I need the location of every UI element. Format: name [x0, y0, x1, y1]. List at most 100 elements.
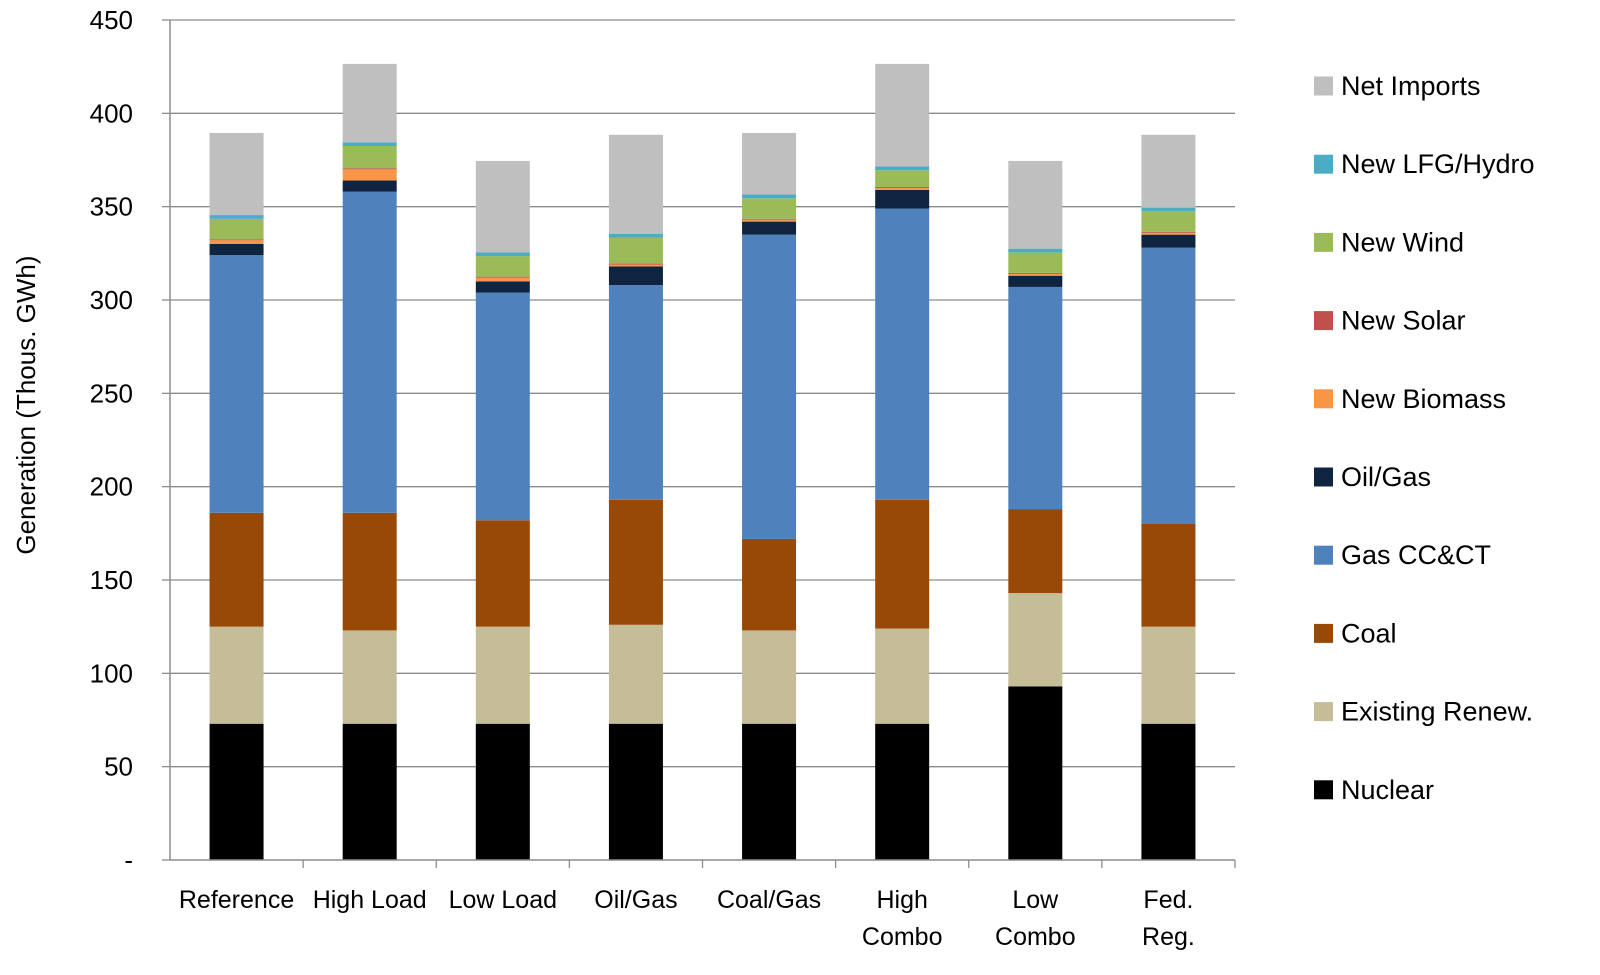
bar-segment-gas-cc-ct — [742, 234, 797, 539]
y-tick-label: 350 — [90, 192, 133, 222]
bar-segment-new-solar — [342, 168, 397, 170]
bar-segment-existing-renew — [475, 626, 530, 724]
bar-segment-net-imports — [608, 134, 663, 234]
bar-segment-existing-renew — [342, 630, 397, 724]
y-tick-label: - — [124, 845, 133, 875]
bar-segment-new-wind — [875, 170, 930, 188]
bar-segment-new-solar — [608, 263, 663, 265]
y-tick-label: 400 — [90, 98, 133, 128]
bar-segment-new-wind — [1141, 211, 1196, 232]
bar-segment-new-lfg-hydro — [742, 194, 797, 199]
legend-label: Existing Renew. — [1341, 697, 1533, 727]
legend-label: Nuclear — [1341, 775, 1434, 805]
bar-segment-new-solar — [875, 187, 930, 188]
bar-segment-existing-renew — [209, 626, 264, 724]
legend-label: Oil/Gas — [1341, 462, 1431, 492]
x-tick-label: Fed. — [1143, 886, 1193, 914]
bar-segment-new-lfg-hydro — [608, 233, 663, 238]
bar-segment-existing-renew — [742, 630, 797, 724]
bar-segment-new-lfg-hydro — [209, 215, 264, 219]
bar-segment-coal — [342, 512, 397, 631]
y-tick-label: 200 — [90, 472, 133, 502]
bar-segment-new-wind — [742, 198, 797, 219]
legend-label: New Wind — [1341, 227, 1464, 257]
x-tick-label: Combo — [862, 923, 943, 951]
bar-segment-oil-gas — [1008, 275, 1063, 287]
gridlines — [170, 19, 1235, 768]
bar-segment-oil-gas — [342, 180, 397, 192]
bar-segment-new-wind — [608, 237, 663, 264]
bars — [209, 63, 1196, 860]
bar-segment-nuclear — [742, 723, 797, 860]
bar-segment-nuclear — [475, 723, 530, 860]
y-tick-label: 300 — [90, 285, 133, 315]
bar-segment-coal — [742, 538, 797, 631]
bar-segment-oil-gas — [475, 281, 530, 293]
bar-segment-oil-gas — [209, 244, 264, 256]
bar-segment-new-solar — [1141, 231, 1196, 233]
bar-segment-coal — [475, 520, 530, 627]
legend-swatch — [1314, 311, 1333, 331]
legend-label: New Biomass — [1341, 384, 1506, 414]
bar-segment-new-wind — [1008, 252, 1063, 273]
bar-segment-new-biomass — [1141, 232, 1196, 235]
bar-segment-nuclear — [608, 723, 663, 860]
bar-segment-coal — [1008, 509, 1063, 594]
y-tick-label: 250 — [90, 378, 133, 408]
bar-segment-net-imports — [875, 63, 930, 167]
bar-segment-new-lfg-hydro — [1141, 207, 1196, 212]
bar-segment-nuclear — [1141, 723, 1196, 860]
y-tick-label: 50 — [104, 752, 133, 782]
bar-segment-coal — [608, 499, 663, 625]
bar-segment-new-lfg-hydro — [1008, 248, 1063, 253]
bar-segment-coal — [875, 499, 930, 629]
bar-segment-new-biomass — [875, 188, 930, 190]
bar-segment-new-biomass — [209, 240, 264, 244]
bar-segment-new-biomass — [475, 277, 530, 282]
bar-segment-gas-cc-ct — [1008, 286, 1063, 510]
legend-swatch — [1314, 623, 1333, 643]
bar-segment-net-imports — [475, 160, 530, 253]
bar-segment-net-imports — [742, 132, 797, 195]
x-tick-label: High Load — [313, 886, 427, 914]
legend-swatch — [1314, 76, 1333, 96]
bar-segment-gas-cc-ct — [209, 255, 264, 513]
bar-segment-new-wind — [342, 146, 397, 169]
legend-label: Coal — [1341, 618, 1397, 648]
x-tick-label: Reg. — [1142, 923, 1195, 951]
x-tick-label: Oil/Gas — [594, 886, 677, 914]
bar-segment-new-biomass — [1008, 273, 1063, 276]
bar-segment-new-biomass — [608, 264, 663, 267]
y-tick-label: 100 — [90, 658, 133, 688]
bar-segment-net-imports — [209, 132, 264, 216]
bar-segment-oil-gas — [875, 189, 930, 209]
bar-segment-gas-cc-ct — [342, 191, 397, 513]
bar-segment-net-imports — [1008, 160, 1063, 249]
bar-segment-existing-renew — [608, 624, 663, 724]
y-tick-label: 450 — [90, 5, 133, 35]
x-tick-label: Low Load — [449, 886, 557, 914]
bar-segment-oil-gas — [742, 221, 797, 235]
y-tick-label: 150 — [90, 565, 133, 595]
bar-segment-gas-cc-ct — [1141, 247, 1196, 524]
legend-swatch — [1314, 232, 1333, 252]
bar-segment-new-lfg-hydro — [342, 142, 397, 146]
legend-swatch — [1314, 702, 1333, 722]
bar-segment-new-lfg-hydro — [475, 252, 530, 257]
legend-label: Net Imports — [1341, 71, 1481, 101]
bar-segment-new-wind — [209, 218, 264, 240]
bar-segment-nuclear — [875, 723, 930, 860]
bar-segment-new-solar — [475, 276, 530, 278]
bar-segment-new-biomass — [742, 219, 797, 222]
bar-segment-coal — [209, 512, 264, 627]
bar-segment-nuclear — [1008, 686, 1063, 860]
bar-segment-new-solar — [742, 218, 797, 220]
legend-swatch — [1314, 780, 1333, 800]
bar-segment-existing-renew — [1008, 593, 1063, 687]
axes: - 50 100 150 200 250 300 350 400 450 Reference High… — [90, 5, 1236, 951]
legend-label: Gas CC&CT — [1341, 540, 1491, 570]
legend-swatch — [1314, 389, 1333, 409]
bar-segment-coal — [1141, 524, 1196, 627]
